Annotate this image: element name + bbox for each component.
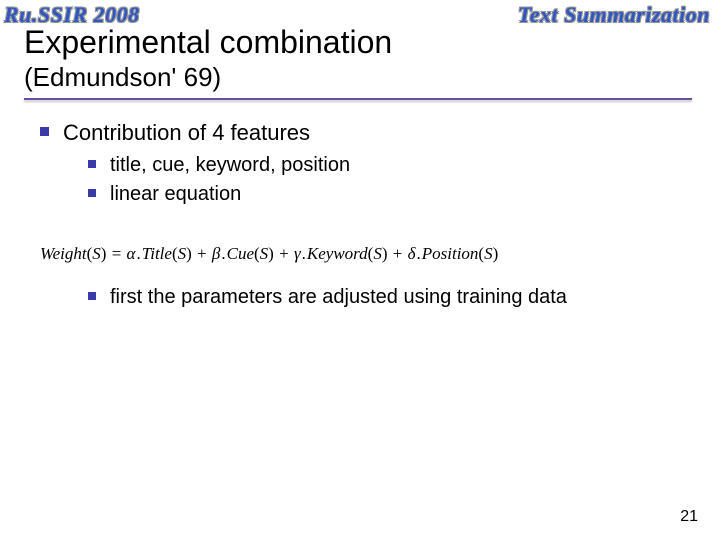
bullet-l2: linear equation	[88, 181, 690, 208]
slide-title: Experimental combination	[24, 24, 392, 61]
formula-fn: Position	[422, 244, 479, 263]
bullet-l1: Contribution of 4 features	[40, 118, 690, 148]
formula: Weight(S) = α.Title(S) + β.Cue(S) + γ.Ke…	[40, 244, 498, 264]
bullet-square-icon	[88, 292, 96, 300]
page-number: 21	[680, 508, 698, 526]
formula-fn: Title	[142, 244, 172, 263]
header-right: Text Summarization	[518, 2, 710, 28]
formula-arg: S	[92, 244, 101, 263]
bullet-l2: title, cue, keyword, position	[88, 152, 690, 179]
lower-block: first the parameters are adjusted using …	[40, 284, 690, 313]
bullet-l2-text: linear equation	[110, 181, 241, 208]
title-rule	[24, 98, 692, 100]
bullet-l2-text: first the parameters are adjusted using …	[110, 284, 567, 311]
formula-coef: γ	[294, 244, 301, 263]
content-block: Contribution of 4 features title, cue, k…	[40, 118, 690, 210]
formula-fn: Cue	[227, 244, 254, 263]
bullet-l1-text: Contribution of 4 features	[63, 118, 310, 148]
formula-lhs-fn: Weight	[40, 244, 87, 263]
bullet-square-icon	[40, 127, 49, 136]
slide-subtitle: (Edmundson' 69)	[24, 62, 221, 93]
bullet-l2-text: title, cue, keyword, position	[110, 152, 350, 179]
formula-coef: δ	[408, 244, 416, 263]
bullet-square-icon	[88, 160, 96, 168]
bullet-l2: first the parameters are adjusted using …	[88, 284, 690, 311]
formula-fn: Keyword	[307, 244, 368, 263]
bullet-square-icon	[88, 189, 96, 197]
